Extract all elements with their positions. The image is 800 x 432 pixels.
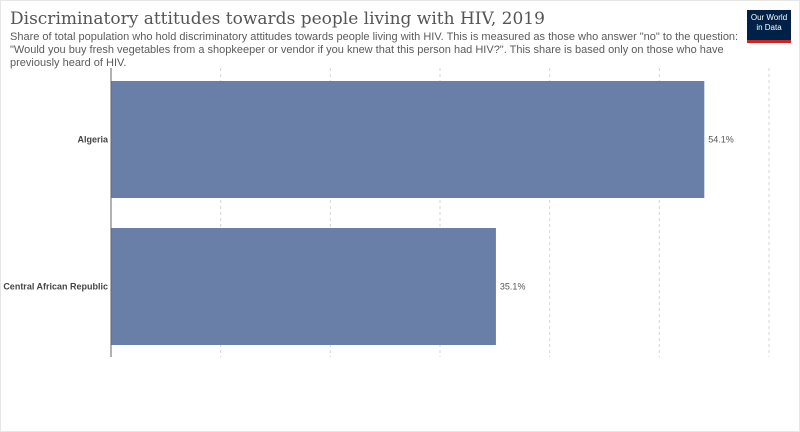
logo-line-2: in Data [756, 23, 782, 32]
logo-line-1: Our World [750, 13, 788, 22]
logo-accent [747, 40, 791, 43]
bar[interactable] [111, 228, 496, 345]
chart-subtitle: Share of total population who hold discr… [10, 31, 739, 69]
value-label: 35.1% [500, 282, 526, 292]
category-label: Algeria [77, 135, 109, 145]
owid-logo[interactable]: Our World in Data [747, 10, 791, 43]
value-label: 54.1% [708, 135, 734, 145]
category-label: Central African Republic [3, 282, 108, 292]
bars [111, 81, 705, 345]
bar[interactable] [111, 81, 705, 198]
labels: Algeria 54.1% Central African Republic 35.1… [3, 135, 734, 292]
chart-title: Discriminatory attitudes towards people … [10, 9, 545, 29]
